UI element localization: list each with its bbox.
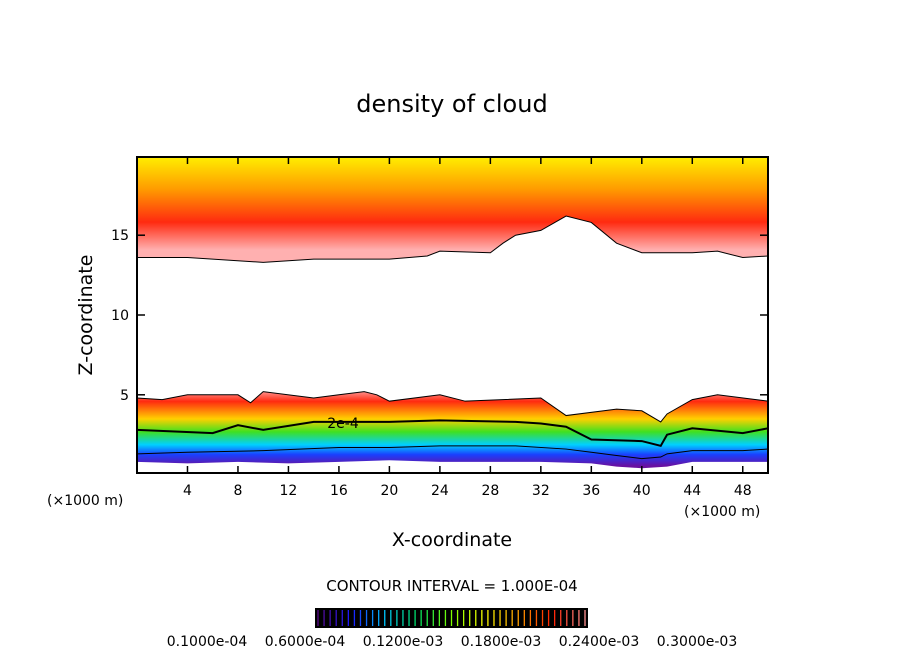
x-tick-label: 8 [233, 483, 242, 499]
contour-line-2e-4 [136, 419, 769, 448]
x-tick-label: 48 [734, 483, 752, 499]
y-tick-label: 15 [111, 228, 129, 244]
colorbar-label: 0.1200e-03 [363, 634, 443, 650]
x-tick-label: 28 [481, 483, 499, 499]
contour-label: 2e-4 [327, 416, 359, 432]
y-tick-label: 10 [111, 308, 129, 324]
y-axis-label: Z-coordinate [75, 255, 97, 376]
colorbar-label: 0.3000e-03 [657, 634, 737, 650]
x-unit-right: (×1000 m) [684, 504, 760, 520]
contour-interval-label: CONTOUR INTERVAL = 1.000E-04 [326, 577, 577, 595]
x-tick-label: 44 [683, 483, 701, 499]
contour-line-1e-4 [136, 445, 769, 460]
x-tick-label: 40 [633, 483, 651, 499]
colorbar-label: 0.1800e-03 [461, 634, 541, 650]
x-tick-label: 32 [532, 483, 550, 499]
contour-line-upper-boundary [137, 215, 769, 263]
x-tick-label: 36 [582, 483, 600, 499]
upper-cloud-fill [137, 157, 768, 263]
x-unit-left: (×1000 m) [47, 493, 123, 509]
x-tick-label: 20 [380, 483, 398, 499]
x-axis-label: X-coordinate [392, 529, 512, 551]
contour-line-lower-top [136, 391, 769, 423]
x-tick-label: 12 [280, 483, 298, 499]
x-tick-label: 4 [183, 483, 192, 499]
lower-cloud-fill [137, 391, 768, 469]
colorbar-label: 0.2400e-03 [559, 634, 639, 650]
x-tick-label: 24 [431, 483, 449, 499]
chart-title: density of cloud [356, 90, 547, 118]
colorbar-label: 0.1000e-04 [167, 634, 248, 650]
x-tick-label: 16 [330, 483, 348, 499]
y-tick-label: 5 [120, 388, 129, 404]
colorbar-label: 0.6000e-04 [265, 634, 346, 650]
